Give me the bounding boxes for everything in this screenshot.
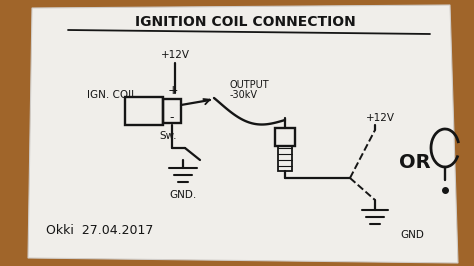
- Text: -30kV: -30kV: [230, 90, 258, 100]
- Bar: [275, 128, 295, 146]
- Text: +12V: +12V: [365, 113, 394, 123]
- Text: OUTPUT: OUTPUT: [230, 80, 270, 90]
- Text: +: +: [168, 85, 178, 98]
- Text: -: -: [170, 111, 174, 124]
- Text: GND: GND: [400, 230, 424, 240]
- Text: Sw.: Sw.: [159, 131, 177, 141]
- Text: IGN. COIL: IGN. COIL: [87, 90, 137, 100]
- Bar: [278, 146, 292, 171]
- Polygon shape: [28, 5, 458, 263]
- Bar: [163, 99, 181, 123]
- Bar: [125, 97, 163, 125]
- Text: Okki  27.04.2017: Okki 27.04.2017: [46, 223, 154, 236]
- Text: OR: OR: [399, 153, 431, 172]
- Text: GND.: GND.: [169, 190, 197, 200]
- Text: IGNITION COIL CONNECTION: IGNITION COIL CONNECTION: [135, 15, 356, 29]
- Text: +12V: +12V: [161, 50, 190, 60]
